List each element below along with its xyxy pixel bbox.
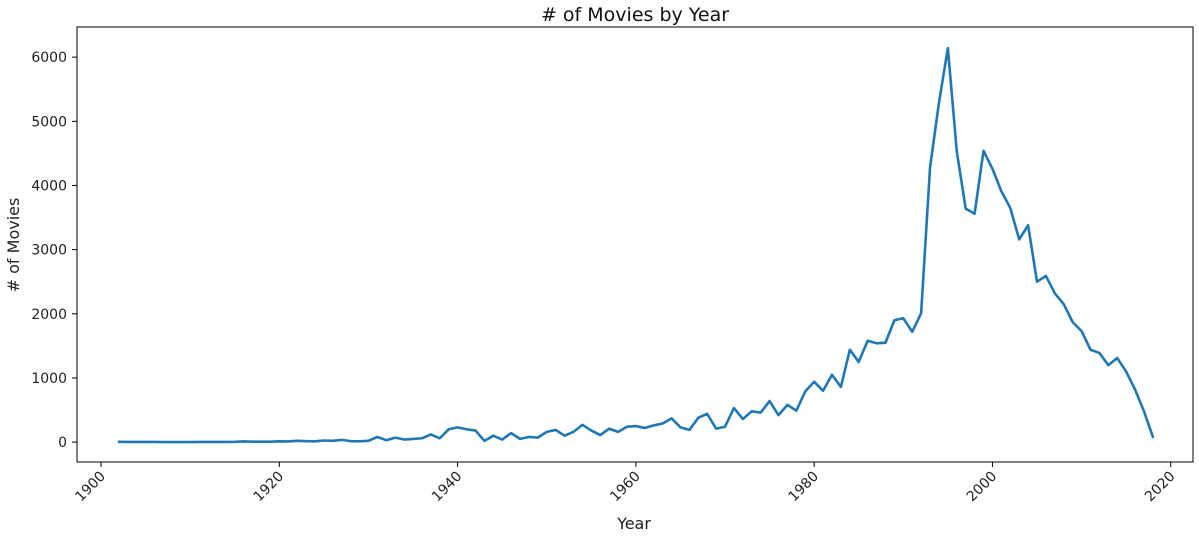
x-tick-label: 1920 <box>251 469 288 506</box>
y-tick-label: 5000 <box>31 114 67 130</box>
y-tick-label: 0 <box>58 435 67 451</box>
x-axis: 1900 1920 1940 1960 1980 2000 2020 <box>72 462 1179 506</box>
x-tick-label: 1940 <box>429 469 466 506</box>
y-axis: 0 1000 2000 3000 4000 5000 6000 <box>31 50 77 451</box>
y-tick-label: 1000 <box>31 371 67 387</box>
chart-title: # of Movies by Year <box>541 4 729 26</box>
y-axis-title: # of Movies <box>4 198 23 293</box>
y-tick-label: 6000 <box>31 50 67 66</box>
x-tick-label: 1900 <box>72 469 109 506</box>
x-axis-title: Year <box>616 514 651 533</box>
y-tick-label: 4000 <box>31 178 67 194</box>
x-tick-label: 1980 <box>785 469 822 506</box>
x-tick-label: 2020 <box>1142 469 1179 506</box>
series-line <box>117 46 1155 444</box>
x-tick-label: 1960 <box>607 469 644 506</box>
plot-frame <box>76 26 1194 463</box>
y-tick-label: 3000 <box>31 243 67 259</box>
x-tick-label: 2000 <box>964 469 1001 506</box>
y-tick-label: 2000 <box>31 307 67 323</box>
